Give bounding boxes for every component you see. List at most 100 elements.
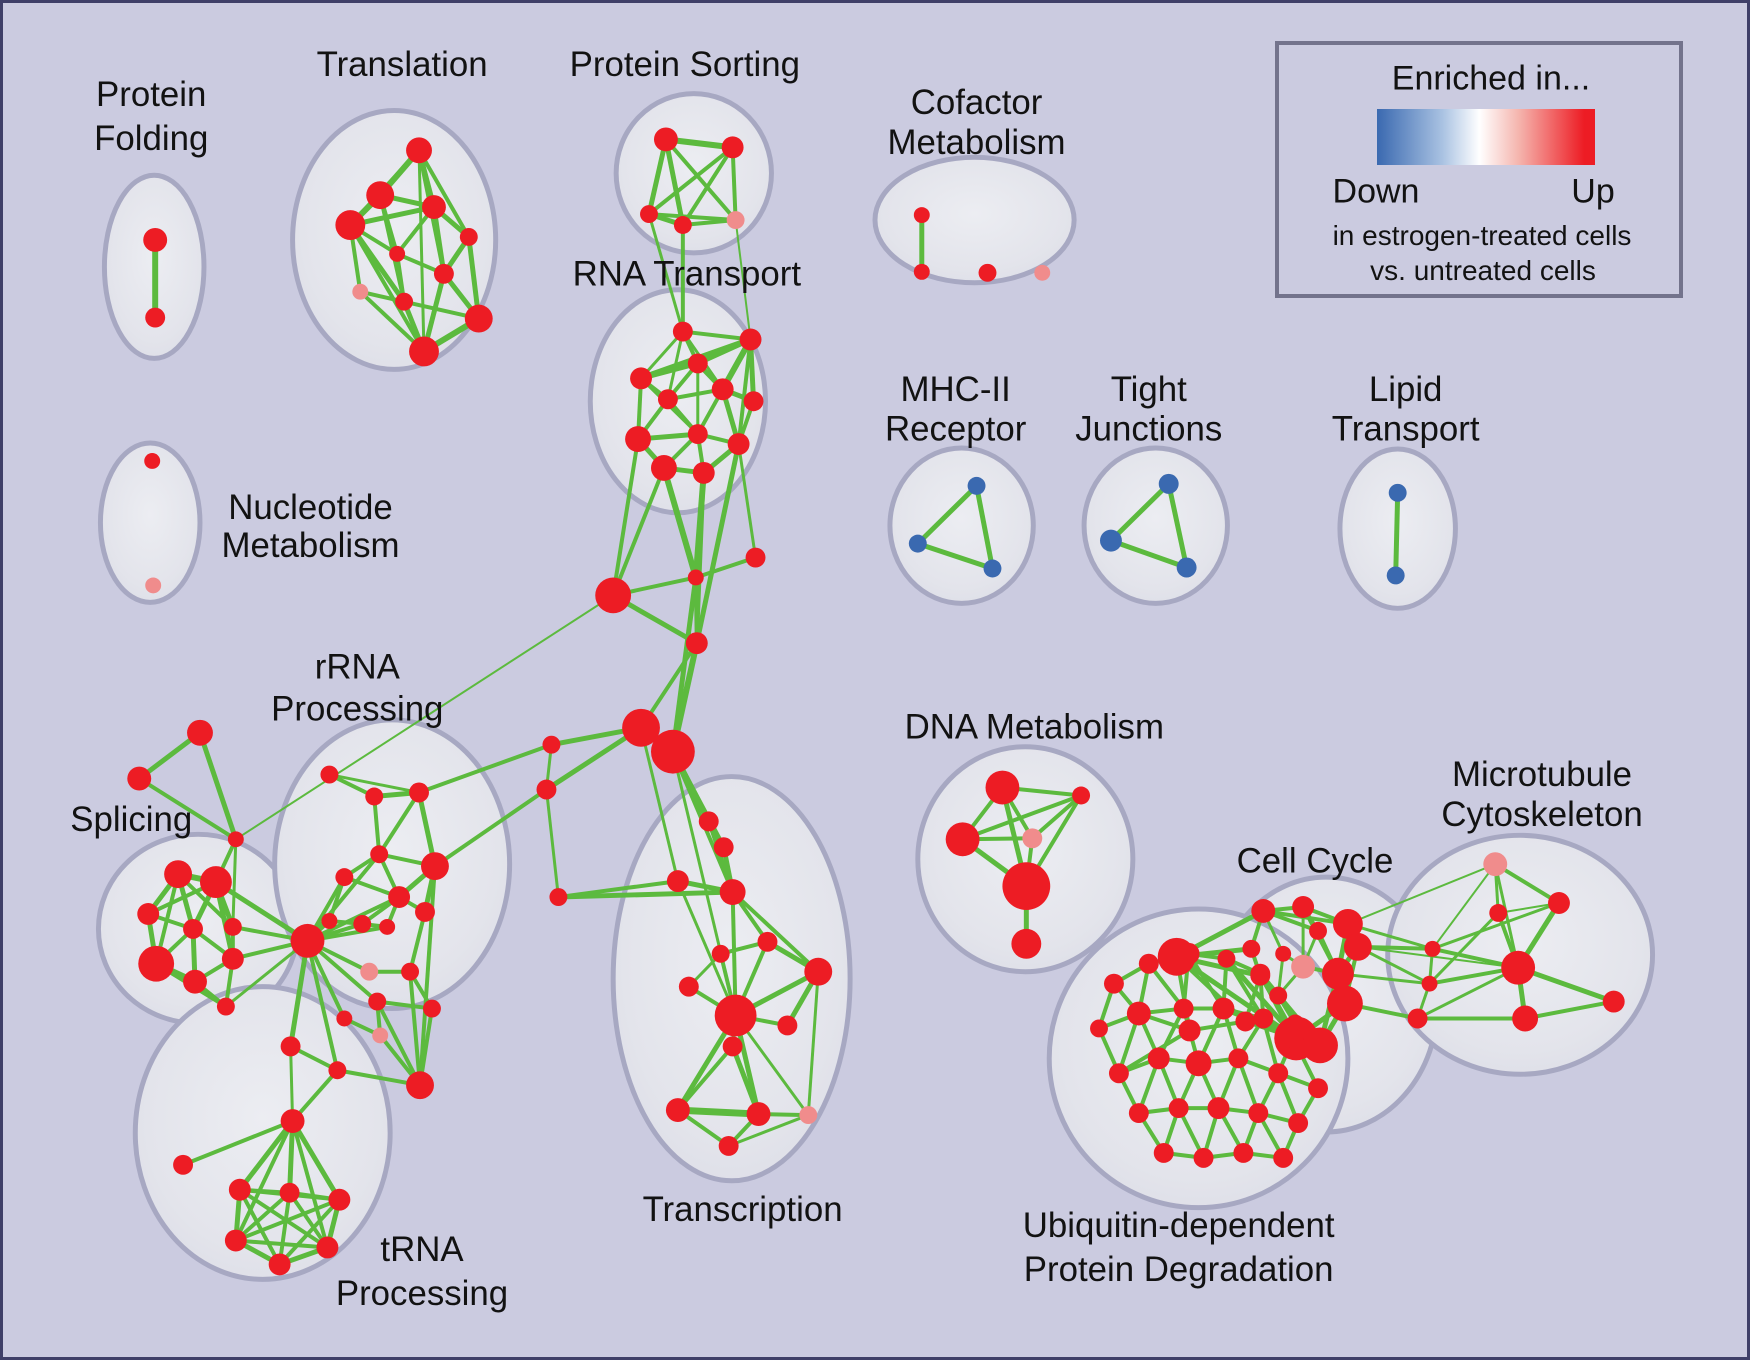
node-spT1: [187, 719, 213, 746]
edge-tn3-tn7: [238, 1188, 329, 1250]
node-cc8: [1275, 945, 1292, 962]
node-rt7: [743, 391, 764, 412]
node-cc2: [1251, 899, 1276, 923]
edge-tn3-tn8: [238, 1188, 282, 1266]
node-tx15: [718, 1135, 739, 1156]
node-cn3: [1407, 1008, 1428, 1029]
node-ub8: [1173, 998, 1194, 1019]
node-r4: [370, 845, 389, 864]
edge-r15-r16: [376, 999, 433, 1011]
node-ub23: [1153, 1142, 1174, 1163]
node-sp1: [164, 860, 193, 889]
node-mt4: [1501, 950, 1536, 985]
node-tr2: [366, 181, 395, 210]
node-ps5: [726, 211, 745, 229]
edge-tn4-tn6: [234, 1191, 291, 1243]
edge-tn5-tn6: [235, 1197, 341, 1243]
node-ub15: [1228, 1048, 1249, 1069]
node-ps2: [721, 136, 744, 159]
node-r10: [353, 914, 372, 933]
node-tx13: [746, 1102, 771, 1127]
node-sp9: [216, 997, 235, 1016]
node-ub25: [1233, 1142, 1254, 1163]
legend: Enriched in... Down Up in estrogen-treat…: [1275, 41, 1683, 298]
node-tr9: [395, 292, 414, 311]
edge-cn2-mt3: [1428, 911, 1500, 985]
node-ub9: [1212, 997, 1235, 1020]
node-cf1: [913, 207, 930, 224]
node-ub22: [1288, 1113, 1309, 1133]
node-nm1: [144, 453, 161, 469]
edge-c2-c3: [695, 555, 757, 580]
cluster-label-ubiquitin-degradation-line2: Protein Degradation: [1024, 1250, 1334, 1289]
legend-up-label: Up: [1571, 172, 1615, 211]
node-sp6: [138, 945, 175, 982]
edge-r8-r14: [408, 911, 427, 973]
node-rt12: [692, 461, 715, 484]
edge-tx3-tx9: [676, 880, 737, 1017]
node-dm3: [945, 822, 980, 857]
edge-tj1-tj2: [1109, 482, 1171, 543]
cluster-label-trna-processing-line1: tRNA: [380, 1230, 464, 1269]
node-tx2: [713, 837, 734, 858]
edge-sp9-r12: [224, 939, 309, 1008]
edge-tj1-tj3: [1166, 483, 1190, 569]
legend-context-line2: vs. untreated cells: [1370, 255, 1596, 286]
edge-mh2-mh3: [917, 541, 994, 571]
edge-tn6-tn7: [235, 1238, 328, 1250]
node-ub13: [1147, 1047, 1170, 1070]
edge-tn1-tn7: [290, 1120, 330, 1249]
edge-cn1-mt1: [1431, 863, 1497, 950]
cluster-ellipse-rrna-processing: [272, 717, 513, 1012]
edge-r15-r20: [375, 1000, 422, 1087]
node-ub4: [1217, 949, 1236, 968]
node-ub12: [1108, 1063, 1129, 1084]
edge-mt1-mt4: [1493, 863, 1520, 969]
edge-tx14-tx15: [728, 1113, 809, 1148]
node-c8: [536, 779, 557, 800]
edge-ps1-ps5: [664, 138, 738, 222]
node-r2: [365, 787, 384, 806]
edge-tr1-tr11: [417, 150, 426, 352]
cluster-label-cofactor-metabolism-line2: Metabolism: [888, 123, 1066, 162]
cluster-label-rna-transport-line1: RNA Transport: [573, 254, 802, 293]
cluster-label-dna-metabolism-line1: DNA Metabolism: [905, 707, 1164, 746]
node-c4: [685, 632, 708, 655]
edge-dm2-dm3: [961, 793, 1082, 842]
node-rt5: [657, 389, 678, 410]
edge-ps3-ps5: [648, 212, 736, 223]
node-tx9: [714, 994, 757, 1037]
edge-rt10-c4: [694, 443, 742, 644]
edge-mt5-mt6: [1524, 999, 1615, 1021]
edge-cn3-mt4: [1416, 966, 1519, 1020]
node-r19: [328, 1061, 347, 1080]
node-c2: [687, 569, 704, 586]
node-c9: [549, 888, 568, 906]
node-ub6: [1090, 1019, 1108, 1038]
node-ub21: [1248, 1103, 1269, 1124]
node-rt8: [687, 424, 708, 445]
node-r17: [336, 1010, 353, 1027]
edge-tn5-tn8: [278, 1198, 341, 1266]
node-tx5: [757, 931, 778, 952]
node-tn1: [280, 1109, 305, 1133]
cluster-label-layer: Protein Folding Translation Protein Sorting…: [70, 45, 1642, 1313]
node-sp4: [183, 918, 203, 939]
edge-spT1-spT3: [197, 731, 239, 841]
cluster-label-mhc-ii-receptor-line1: MHC-II: [901, 370, 1011, 409]
node-cc3: [1292, 896, 1315, 918]
node-tj1: [1158, 473, 1179, 494]
node-r6: [421, 852, 449, 881]
node-tn3: [228, 1178, 251, 1201]
node-tn4: [279, 1182, 300, 1203]
node-pf2: [145, 307, 166, 328]
edge-tr4-tr11: [348, 224, 426, 353]
node-cf3: [978, 263, 997, 282]
node-mt5: [1512, 1005, 1539, 1032]
cluster-label-trna-processing-line2: Processing: [336, 1274, 508, 1313]
node-cc17: [1302, 1027, 1338, 1064]
cluster-ellipse-tight-junctions: [1081, 445, 1230, 606]
node-c7: [542, 735, 561, 754]
node-layer: [127, 127, 1625, 1276]
node-tn8: [268, 1253, 291, 1276]
